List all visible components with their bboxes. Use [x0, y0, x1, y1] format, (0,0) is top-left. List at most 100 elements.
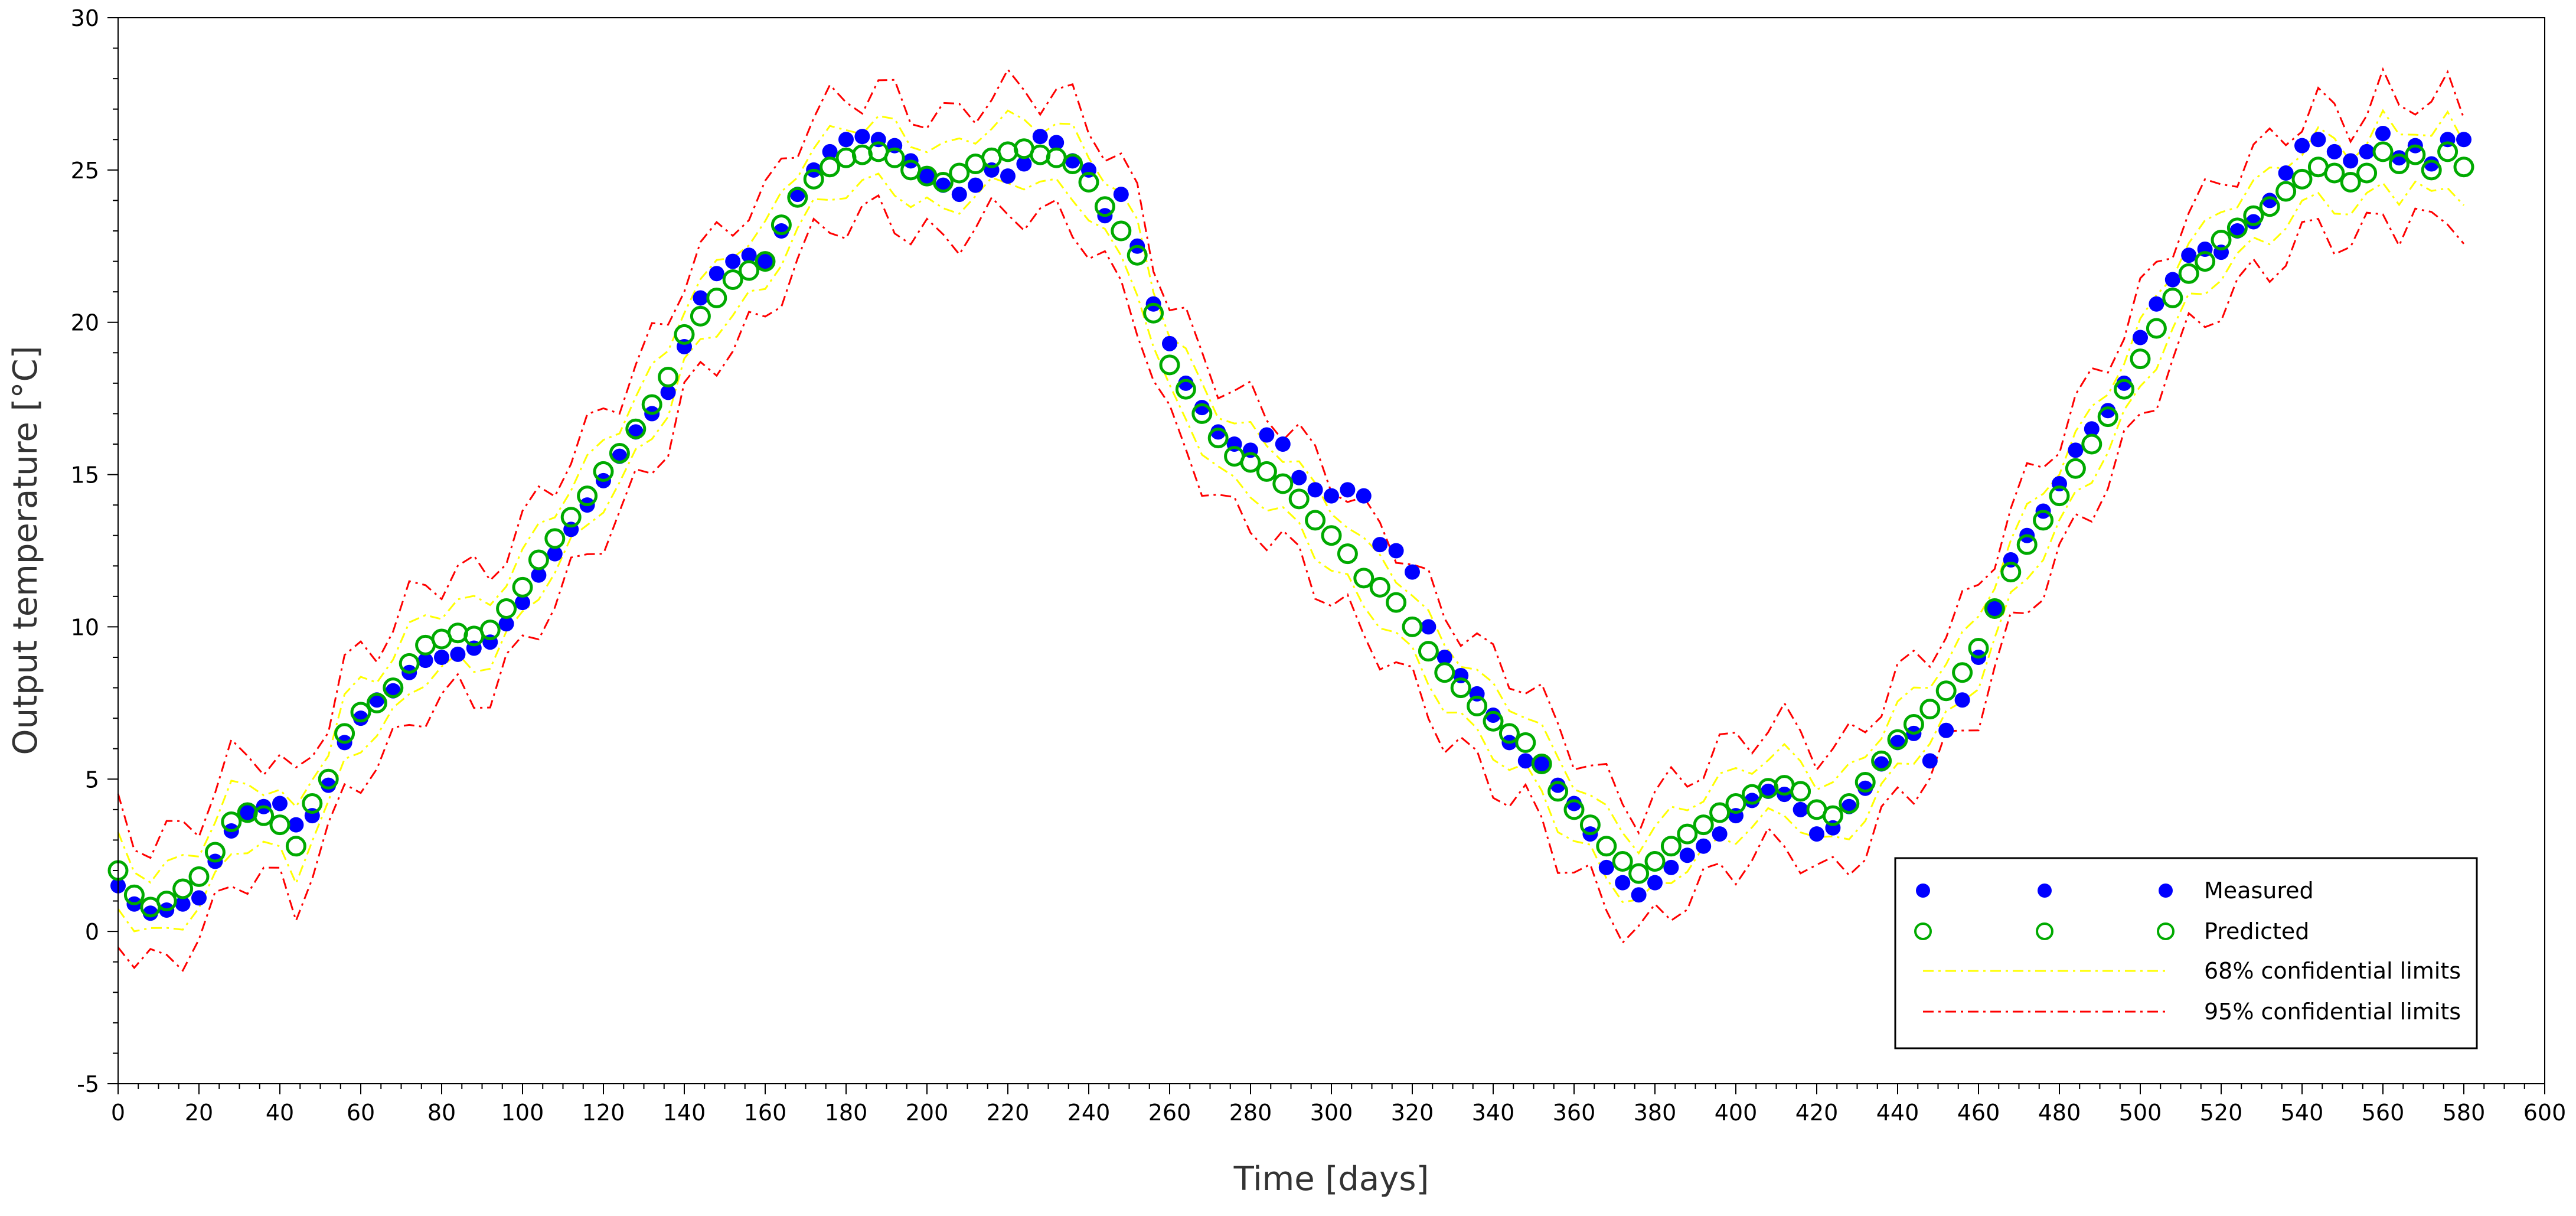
measured-point	[2100, 403, 2116, 419]
legend-95-label: 95% confidential limits	[2204, 999, 2461, 1025]
measured-point	[1259, 427, 1275, 443]
x-axis-label: Time [days]	[1233, 1160, 1429, 1198]
predicted-point	[1563, 799, 1585, 820]
x-tick-label: 460	[1957, 1100, 2000, 1126]
measured-point	[1178, 375, 1194, 391]
predicted-point	[1644, 851, 1666, 872]
confidence-95-line	[117, 194, 2465, 972]
predicted-point	[1660, 836, 1682, 857]
predicted-point	[820, 157, 841, 178]
predicted-point	[1822, 805, 1843, 826]
x-tick-label: 200	[906, 1100, 949, 1126]
predicted-point	[1353, 568, 1374, 589]
predicted-point	[1709, 802, 1731, 823]
measured-point	[968, 177, 984, 193]
measured-point	[321, 777, 337, 793]
x-tick-label: 140	[663, 1100, 706, 1126]
predicted-point	[1839, 793, 1860, 814]
predicted-point	[334, 723, 355, 744]
predicted-point	[2146, 318, 2167, 339]
predicted-point	[1935, 680, 1957, 702]
predicted-point	[1725, 793, 1746, 814]
y-tick-label: 0	[85, 919, 99, 945]
predicted-point	[1984, 598, 2005, 619]
measured-point	[773, 223, 789, 239]
x-tick-label: 600	[2523, 1100, 2567, 1126]
predicted-series	[107, 138, 2474, 918]
measured-point	[434, 650, 449, 665]
measured-point	[2278, 165, 2294, 181]
measured-point	[547, 546, 563, 562]
predicted-point	[285, 836, 306, 857]
measured-point	[1631, 887, 1647, 903]
x-tick-label: 60	[347, 1100, 375, 1126]
predicted-point	[1467, 696, 1488, 717]
predicted-point	[1434, 662, 1455, 683]
x-tick-label: 260	[1148, 1100, 1191, 1126]
predicted-point	[204, 842, 226, 863]
measured-point	[758, 253, 773, 269]
measured-point	[1744, 793, 1760, 809]
y-ticks: -5 0 5 10 15 20 25 30	[71, 5, 118, 1097]
measured-point	[919, 168, 935, 184]
measured-point	[725, 253, 741, 269]
predicted-point	[1369, 576, 1390, 598]
predicted-point	[2195, 251, 2216, 272]
predicted-point	[1531, 754, 1552, 774]
measured-point	[2326, 144, 2342, 159]
predicted-point	[1191, 403, 1213, 424]
predicted-point	[2421, 159, 2442, 181]
measured-point	[1663, 859, 1679, 875]
predicted-point	[770, 214, 792, 236]
legend-predicted-marker	[2157, 922, 2175, 940]
x-tick-label: 540	[2281, 1100, 2324, 1126]
measured-point	[951, 187, 967, 203]
predicted-point	[2178, 263, 2199, 284]
x-tick-label: 240	[1067, 1100, 1111, 1126]
measured-point	[2310, 132, 2326, 148]
measured-point	[1210, 424, 1226, 440]
measured-point	[2164, 272, 2180, 288]
measured-point	[515, 595, 530, 611]
measured-point	[1405, 564, 1420, 580]
predicted-point	[1272, 473, 1294, 494]
predicted-point	[2275, 181, 2297, 202]
y-tick-label: 10	[71, 614, 99, 640]
predicted-point	[156, 891, 177, 912]
x-tick-label: 40	[266, 1100, 294, 1126]
predicted-point	[674, 324, 695, 345]
predicted-point	[1078, 171, 1099, 193]
measured-point	[1679, 847, 1695, 863]
predicted-point	[2097, 406, 2118, 428]
measured-point	[1324, 488, 1339, 504]
x-tick-label: 0	[111, 1100, 125, 1126]
x-tick-label: 320	[1391, 1100, 1434, 1126]
predicted-point	[884, 147, 905, 168]
predicted-point	[2211, 229, 2232, 250]
predicted-point	[2049, 485, 2070, 507]
predicted-point	[383, 677, 404, 699]
predicted-point	[172, 878, 194, 899]
predicted-point	[1579, 814, 1601, 836]
predicted-point	[399, 653, 420, 674]
predicted-point	[2130, 348, 2151, 370]
predicted-point	[318, 768, 339, 790]
predicted-point	[544, 528, 566, 549]
measured-point	[2084, 421, 2100, 437]
measured-point	[2343, 153, 2359, 169]
predicted-point	[1337, 543, 1358, 565]
predicted-point	[609, 442, 630, 464]
measured-point	[741, 247, 757, 263]
legend-item-measured: Measured	[1916, 878, 2314, 904]
measured-point	[531, 567, 547, 583]
predicted-point	[1677, 823, 1698, 845]
predicted-point	[1515, 732, 1536, 753]
predicted-point	[2388, 154, 2410, 175]
measured-point	[2245, 214, 2261, 230]
predicted-point	[1952, 662, 1973, 683]
predicted-point	[1175, 379, 1196, 400]
predicted-point	[690, 305, 711, 327]
predicted-point	[188, 866, 210, 887]
predicted-point	[512, 576, 533, 598]
predicted-point	[787, 187, 808, 208]
